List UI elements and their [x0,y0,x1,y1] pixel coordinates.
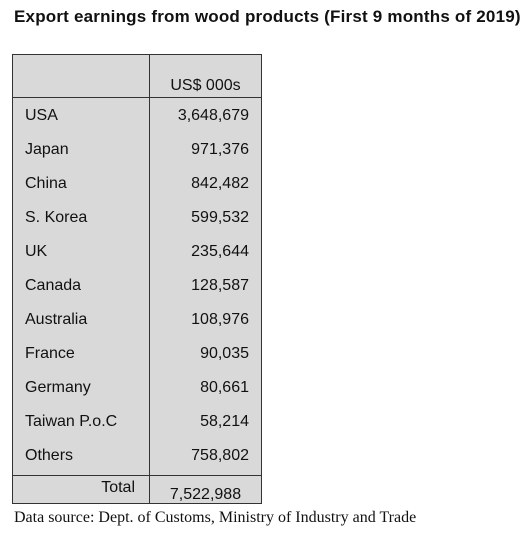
row-value: 842,482 [191,175,249,192]
export-earnings-table: US$ 000s USA 3,648,679 Japan 971,376 China 84… [12,54,262,504]
row-country: S. Korea [25,209,88,226]
row-value: 128,587 [191,277,249,294]
table-row: UK 235,644 [13,235,263,269]
column-divider [149,55,150,503]
table-row: Others 758,802 [13,439,263,473]
row-value: 235,644 [191,243,249,260]
table-row: Taiwan P.o.C 58,214 [13,405,263,439]
row-value: 3,648,679 [177,107,249,124]
table-row: China 842,482 [13,167,263,201]
row-country: USA [25,107,58,124]
table-row: Australia 108,976 [13,303,263,337]
row-country: Canada [25,277,82,294]
total-divider [13,475,261,476]
row-country: China [25,175,67,192]
row-value: 599,532 [191,209,249,226]
row-value: 758,802 [191,447,249,464]
row-value: 58,214 [200,413,249,430]
table-row: S. Korea 599,532 [13,201,263,235]
column-header-value: US$ 000s [170,77,241,94]
page-title: Export earnings from wood products (Firs… [14,7,521,26]
row-country: UK [25,243,48,260]
table-row: USA 3,648,679 [13,99,263,133]
data-source-note: Data source: Dept. of Customs, Ministry … [14,509,417,526]
row-country: Japan [25,141,69,158]
row-country: Others [25,447,74,464]
row-value: 971,376 [191,141,249,158]
table-row: Germany 80,661 [13,371,263,405]
row-country: Taiwan P.o.C [25,413,118,430]
header-divider [13,97,261,98]
total-value: 7,522,988 [169,486,242,503]
table-row: Japan 971,376 [13,133,263,167]
row-country: Germany [25,379,91,396]
table-row: Canada 128,587 [13,269,263,303]
total-label: Total [101,479,135,496]
table-body: US$ 000s USA 3,648,679 Japan 971,376 China 84… [12,54,262,504]
row-value: 80,661 [200,379,249,396]
table-row: France 90,035 [13,337,263,371]
row-value: 108,976 [191,311,249,328]
row-country: France [25,345,75,362]
row-country: Australia [25,311,88,328]
row-value: 90,035 [200,345,249,362]
